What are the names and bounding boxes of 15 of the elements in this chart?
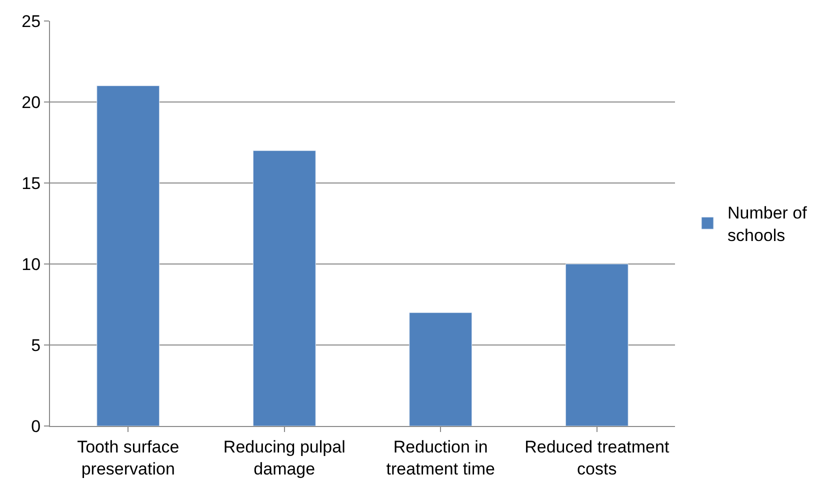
bar <box>96 86 160 426</box>
y-tick-label: 0 <box>31 416 41 436</box>
y-tick-label: 5 <box>31 336 41 355</box>
bar <box>252 150 316 426</box>
y-tick-label: 20 <box>22 92 41 112</box>
x-tick-label: Reduced treatment costs <box>524 437 670 478</box>
y-tick-label: 10 <box>22 254 41 274</box>
bar <box>565 264 628 426</box>
x-tick-label: Reducing pulpal damage <box>223 437 346 478</box>
legend-label: Number of schools <box>728 204 808 245</box>
x-tick-label: Tooth surface preservation <box>77 437 180 478</box>
x-tick-label: Reduction in treatment time <box>386 437 495 478</box>
y-tick-label: 25 <box>22 12 41 31</box>
y-tick-label: 15 <box>22 174 41 193</box>
bar <box>409 312 472 426</box>
